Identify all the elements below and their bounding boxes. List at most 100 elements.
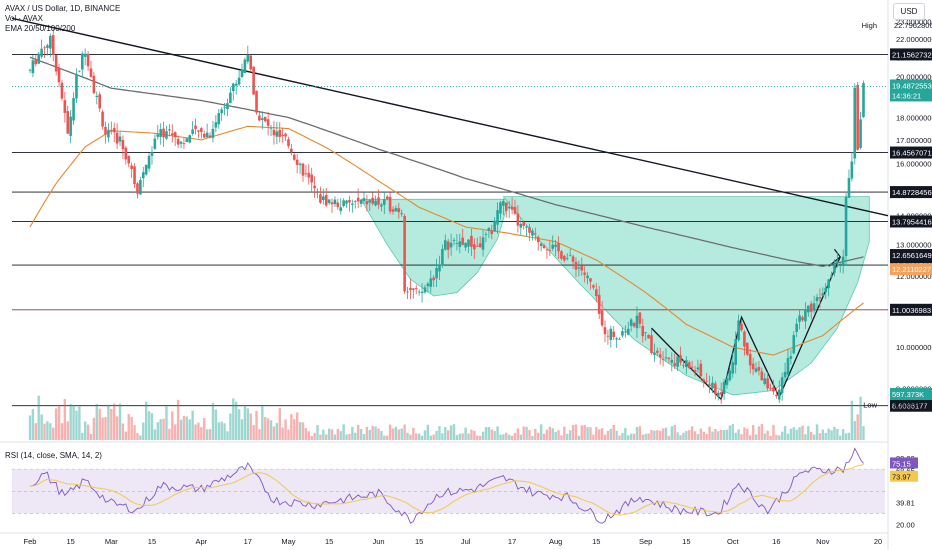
volume-bar: [798, 427, 801, 440]
volume-bar: [182, 415, 186, 440]
rsi-sma-label: 73.97: [892, 473, 911, 482]
volume-bar: [534, 428, 537, 440]
symbol-title[interactable]: AVAX / US Dollar, 1D, BINANCE: [5, 4, 121, 13]
volume-bar: [240, 419, 244, 440]
bar-countdown: 14:36:21: [892, 91, 921, 100]
candle-body: [571, 256, 575, 262]
candle-body: [78, 70, 81, 72]
candle-body: [470, 235, 473, 247]
candle-body: [165, 131, 168, 139]
rsi-indicator-label[interactable]: RSI (14, close, SMA, 14, 2): [5, 451, 102, 460]
volume-bar: [830, 430, 833, 440]
volume-bar: [391, 428, 395, 440]
volume-bar: [333, 434, 337, 440]
level-price-label: 21.1562732: [892, 50, 932, 59]
price-axis-tick: 20.0000000: [896, 72, 932, 81]
time-axis-tick: Jul: [461, 537, 471, 546]
volume-bar: [571, 424, 575, 440]
price-axis-tick: 22.0000000: [896, 35, 932, 44]
volume-bar: [319, 434, 322, 440]
volume-bar: [589, 427, 592, 440]
candle-body: [406, 291, 409, 293]
time-axis-tick: Nov: [816, 537, 830, 546]
volume-bar: [150, 413, 154, 440]
volume-bar: [667, 435, 671, 440]
candle-body: [844, 197, 848, 257]
candle-body: [798, 315, 801, 322]
volume-bar: [705, 434, 708, 440]
candle-body: [316, 191, 319, 192]
candle-body: [545, 249, 549, 251]
volume-bar: [185, 416, 189, 440]
candle-body: [539, 243, 543, 247]
volume-bar: [298, 422, 302, 440]
volume-bar: [136, 432, 139, 440]
volume-bar: [673, 424, 676, 440]
rsi-sma-line: [29, 464, 864, 516]
currency-button[interactable]: USD: [893, 3, 925, 20]
candle-body: [513, 206, 517, 214]
volume-bar: [522, 426, 525, 440]
candle-body: [650, 335, 653, 354]
volume-bar: [513, 433, 517, 440]
candle-body: [243, 59, 247, 74]
time-axis-tick: Aug: [549, 537, 562, 546]
volume-bar: [676, 432, 679, 440]
rsi-axis-tick: 20.00: [896, 520, 915, 529]
candle-body: [580, 265, 584, 271]
volume-bar: [722, 430, 726, 440]
volume-bar: [641, 434, 644, 440]
candle-body: [586, 275, 589, 279]
volume-bar: [60, 423, 64, 440]
candle-body: [809, 303, 813, 312]
volume-bar: [371, 425, 374, 440]
volume-indicator-label[interactable]: Vol · AVAX: [5, 14, 43, 23]
volume-bar: [464, 427, 467, 440]
volume-tag: [890, 388, 932, 400]
volume-bar: [461, 433, 464, 440]
volume-bar: [836, 428, 839, 440]
volume-bar: [609, 428, 613, 440]
volume-bar: [702, 431, 705, 440]
volume-bar: [330, 429, 334, 440]
volume-bar: [606, 430, 610, 440]
candle-body: [234, 83, 238, 86]
volume-bar: [560, 435, 563, 440]
ema-indicator-label[interactable]: EMA 20/50/100/200: [5, 24, 76, 33]
volume-bar: [516, 428, 520, 440]
descending-trendline: [11, 17, 889, 217]
candle-body: [409, 287, 412, 291]
volume-bar: [104, 417, 107, 440]
candle-body: [661, 359, 665, 361]
level-price-tag: [890, 215, 932, 228]
price-axis-tick: 18.0000000: [896, 114, 932, 123]
volume-bar: [598, 429, 601, 440]
volume-bar: [426, 424, 430, 440]
candle-body: [249, 55, 253, 70]
time-axis-tick: Jun: [372, 537, 384, 546]
candle-body: [388, 196, 392, 212]
candle-body: [595, 289, 598, 297]
candle-body: [95, 95, 99, 97]
volume-bar: [275, 423, 279, 440]
volume-bar: [818, 433, 822, 440]
candle-body: [86, 53, 90, 67]
candle-body: [377, 197, 380, 205]
candle-body: [606, 335, 610, 337]
candle-body: [737, 320, 740, 341]
candle-body: [324, 195, 328, 206]
candle-body: [504, 202, 508, 211]
volume-bar: [127, 414, 130, 440]
volume-bar: [269, 420, 273, 440]
volume-bar: [812, 434, 816, 440]
volume-bar: [409, 434, 412, 440]
candle-body: [531, 230, 534, 236]
candle-body: [121, 140, 125, 150]
high-tag: High: [862, 21, 877, 30]
candle-body: [266, 119, 270, 126]
volume-bar: [612, 425, 615, 440]
candle-body: [751, 363, 755, 370]
candle-body: [502, 200, 505, 206]
volume-bar: [191, 410, 194, 440]
